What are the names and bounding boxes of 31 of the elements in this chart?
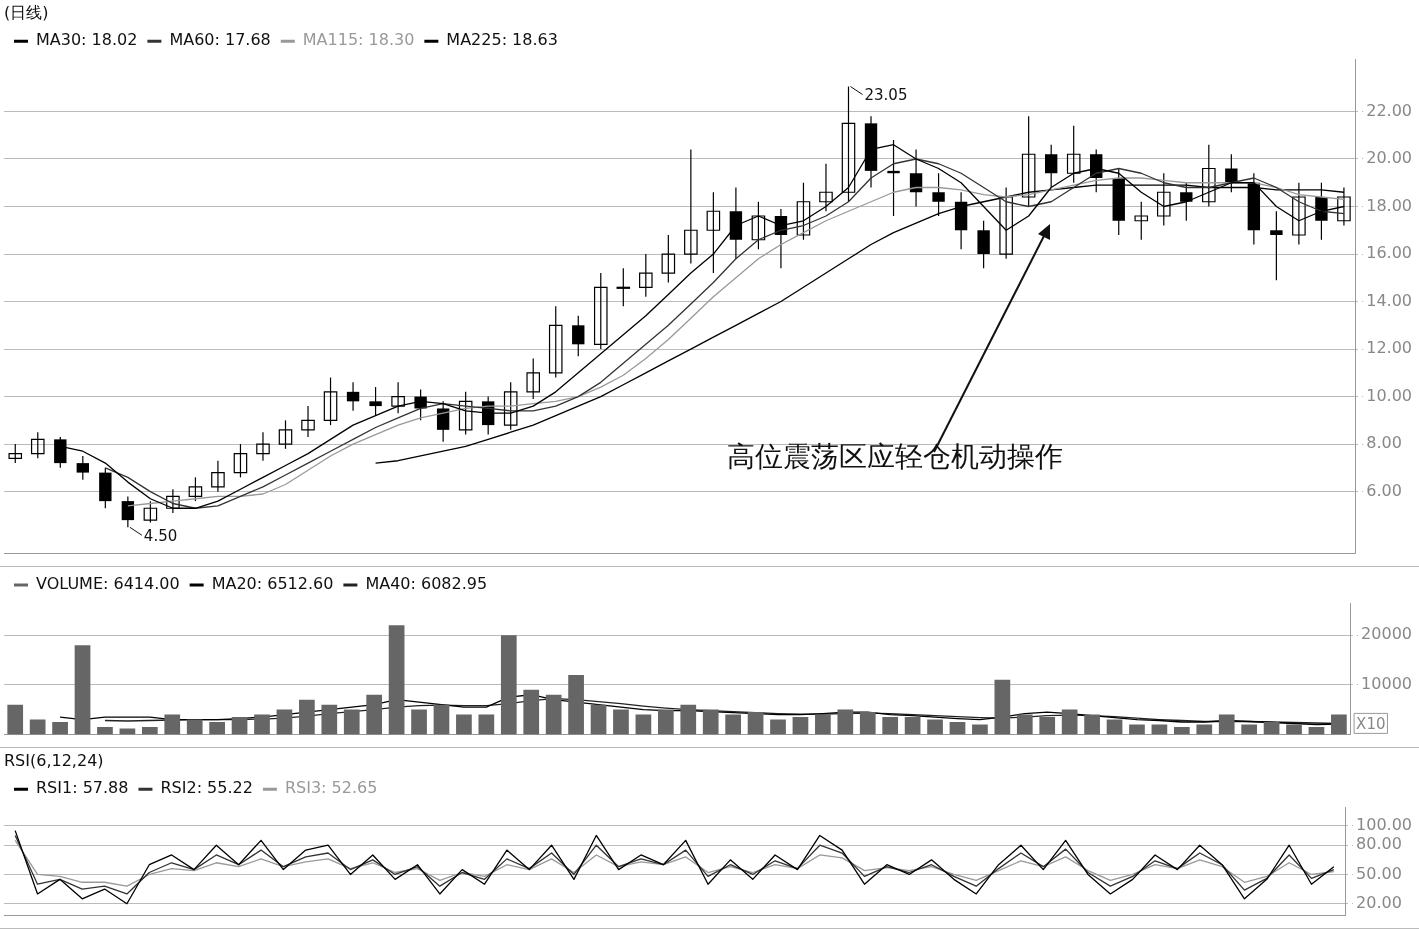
annotation: 高位震荡区应轻仓机动操作 <box>726 440 1063 472</box>
y-tick-label: 12.00 <box>1366 338 1413 358</box>
y-tick-label: 10.00 <box>1366 385 1413 405</box>
y-tick-label: 18.00 <box>1366 195 1413 215</box>
annotation: 4.50 <box>143 527 178 546</box>
y-tick-label: 20000 <box>1361 624 1413 644</box>
y-tick-label: 14.00 <box>1366 290 1413 310</box>
legend-label: RSI1: 57.88 <box>36 778 129 798</box>
y-tick-label: 100.00 <box>1356 814 1412 834</box>
chart-title: RSI(6,12,24) <box>4 750 104 770</box>
legend-label: MA40: 6082.95 <box>365 574 488 594</box>
y-tick-label: 16.00 <box>1366 243 1413 263</box>
y-tick-label: 22.00 <box>1366 100 1413 120</box>
y-tick-label: 20.00 <box>1366 148 1413 168</box>
y-tick-label: 80.00 <box>1356 834 1402 854</box>
y-tick-label: 20.00 <box>1356 892 1402 912</box>
y-tick-label: 6.00 <box>1366 480 1402 500</box>
legend-label: VOLUME: 6414.00 <box>36 574 180 594</box>
legend-label: MA225: 18.63 <box>446 30 558 50</box>
y-tick-label: 10000 <box>1361 673 1413 693</box>
text: X10 <box>1356 714 1386 733</box>
legend-label: RSI2: 55.22 <box>160 778 253 798</box>
legend-label: MA60: 17.68 <box>169 30 271 50</box>
legend-label: MA20: 6512.60 <box>211 574 334 594</box>
y-tick-label: 8.00 <box>1366 433 1402 453</box>
chart-title: (日线) <box>4 2 49 22</box>
legend-label: RSI3: 52.65 <box>284 778 378 798</box>
legend-label: MA30: 18.02 <box>36 30 138 50</box>
annotation: 23.05 <box>864 86 908 105</box>
y-tick-label: 50.00 <box>1356 863 1402 883</box>
legend-label: MA115: 18.30 <box>302 30 415 50</box>
